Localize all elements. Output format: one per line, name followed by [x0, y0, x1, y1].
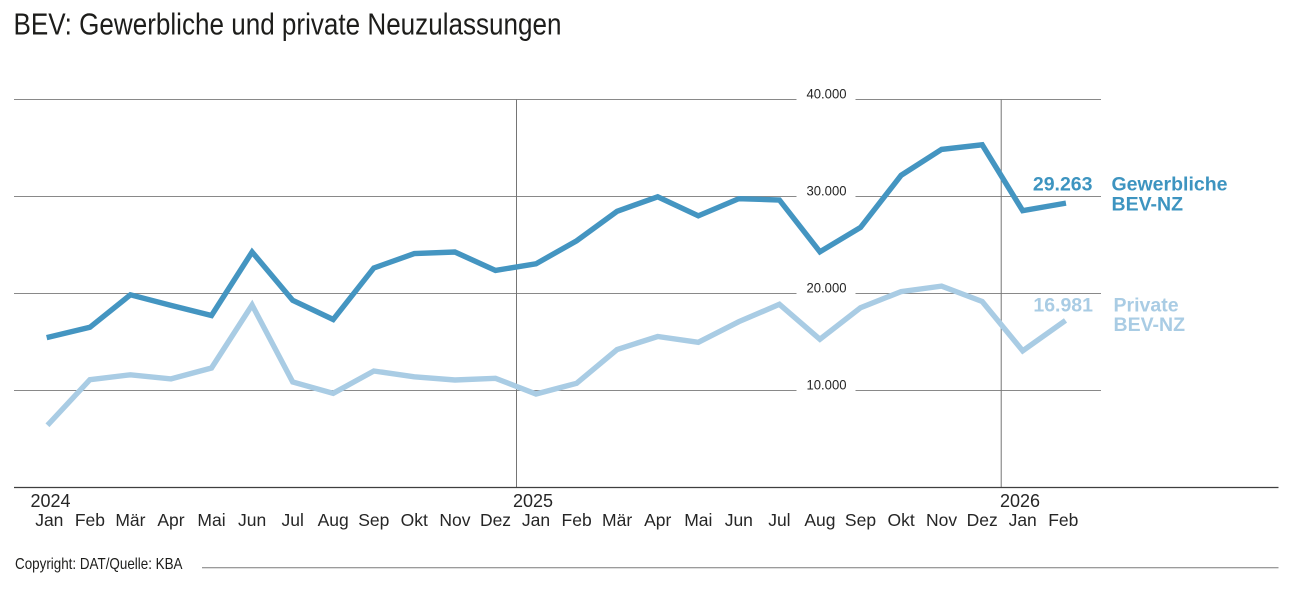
svg-text:2025: 2025 [513, 491, 553, 511]
svg-text:Jun: Jun [238, 510, 266, 530]
svg-text:Dez: Dez [480, 510, 511, 530]
svg-text:40.000: 40.000 [807, 86, 847, 102]
svg-text:Mai: Mai [684, 510, 712, 530]
svg-text:BEV-NZ: BEV-NZ [1112, 193, 1184, 215]
svg-text:Nov: Nov [926, 510, 957, 530]
svg-text:Copyright: DAT/Quelle: KBA: Copyright: DAT/Quelle: KBA [15, 556, 183, 573]
svg-text:Apr: Apr [644, 510, 671, 530]
svg-text:BEV-NZ: BEV-NZ [1114, 314, 1186, 336]
svg-text:Nov: Nov [439, 510, 470, 530]
svg-text:Mär: Mär [115, 510, 145, 530]
svg-text:Aug: Aug [318, 510, 349, 530]
svg-text:16.981: 16.981 [1033, 295, 1093, 317]
svg-text:Jul: Jul [282, 510, 304, 530]
svg-text:Feb: Feb [75, 510, 105, 530]
svg-text:Okt: Okt [401, 510, 428, 530]
svg-text:Jun: Jun [725, 510, 753, 530]
svg-text:Sep: Sep [845, 510, 876, 530]
svg-text:Mai: Mai [197, 510, 225, 530]
svg-text:2024: 2024 [31, 491, 71, 511]
svg-text:Jan: Jan [1009, 510, 1037, 530]
svg-text:Feb: Feb [1048, 510, 1078, 530]
svg-text:Gewerbliche: Gewerbliche [1112, 173, 1228, 195]
svg-text:Aug: Aug [804, 510, 835, 530]
svg-text:20.000: 20.000 [807, 279, 847, 295]
svg-text:Jan: Jan [35, 510, 63, 530]
svg-text:30.000: 30.000 [807, 183, 847, 199]
svg-text:Dez: Dez [967, 510, 998, 530]
svg-text:Apr: Apr [157, 510, 184, 530]
svg-text:BEV: Gewerbliche und private N: BEV: Gewerbliche und private Neuzulassun… [14, 7, 562, 42]
svg-text:Private: Private [1114, 295, 1179, 317]
svg-text:Jan: Jan [522, 510, 550, 530]
svg-text:Okt: Okt [887, 510, 914, 530]
svg-text:29.263: 29.263 [1033, 173, 1093, 195]
svg-text:Jul: Jul [768, 510, 790, 530]
svg-text:10.000: 10.000 [807, 377, 847, 393]
svg-text:Sep: Sep [358, 510, 389, 530]
svg-text:2026: 2026 [1000, 491, 1040, 511]
svg-text:Feb: Feb [562, 510, 592, 530]
svg-text:Mär: Mär [602, 510, 632, 530]
